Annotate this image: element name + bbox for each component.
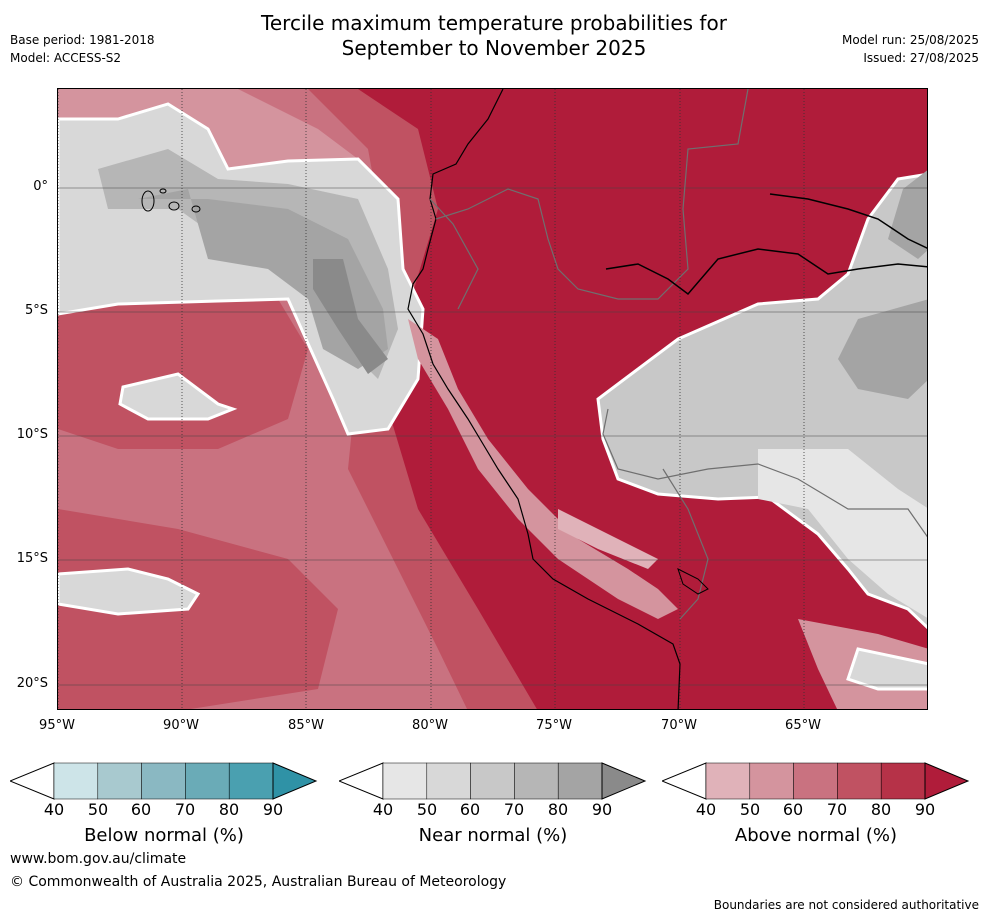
country-borders <box>429 89 927 620</box>
colorbar-cell-above-1 <box>749 762 794 800</box>
tick-below-70: 70 <box>174 800 196 819</box>
galapagos-islands <box>141 188 201 213</box>
lat-label-10s: 10°S <box>16 427 48 442</box>
above-50-coast <box>408 319 678 619</box>
near-90-west <box>313 259 388 374</box>
lon-label-95w: 95°W <box>39 718 75 733</box>
lon-label-70w: 70°W <box>661 718 697 733</box>
title-line-1: Tercile maximum temperature probabilitie… <box>261 11 727 35</box>
lat-label-5s: 5°S <box>24 303 48 318</box>
tick-below-40: 40 <box>43 800 65 819</box>
lon-label-65w: 65°W <box>785 718 821 733</box>
lon-label-80w: 80°W <box>412 718 448 733</box>
colorbar-cell-above-2 <box>793 762 838 800</box>
colorbar-cell-below-0 <box>53 762 99 800</box>
tick-above-60: 60 <box>782 800 804 819</box>
footer-copyright: © Commonwealth of Australia 2025, Austra… <box>10 874 507 890</box>
issued-date: Issued: 27/08/2025 <box>863 51 979 65</box>
colorbar-cell-below-2 <box>141 762 186 800</box>
colorbar-cell-near-0 <box>382 762 428 800</box>
colorbar-cell-above-3 <box>837 762 882 800</box>
colorbar-near <box>339 762 647 800</box>
colorbar-above <box>662 762 970 800</box>
colorbar-cell-near-1 <box>426 762 471 800</box>
colorbar-cell-near-4 <box>557 762 603 800</box>
near-normal-southeast <box>846 647 927 691</box>
lat-label-15s: 15°S <box>16 551 48 566</box>
base-period: Base period: 1981-2018 <box>10 33 155 47</box>
model-run: Model run: 25/08/2025 <box>841 33 979 47</box>
lake-titicaca <box>677 568 709 595</box>
meta-right: Model run: 25/08/2025 Issued: 27/08/2025 <box>842 31 979 67</box>
above-40-coast <box>558 509 658 569</box>
tick-above-50: 50 <box>739 800 761 819</box>
title-line-2: September to November 2025 <box>341 36 647 60</box>
model-name: Model: ACCESS-S2 <box>10 51 122 65</box>
lat-label-20s: 20°S <box>16 676 48 691</box>
lat-label-0: 0° <box>33 179 48 194</box>
coastline <box>407 89 681 709</box>
near-normal-south <box>58 567 201 616</box>
tick-below-60: 60 <box>130 800 152 819</box>
tick-above-80: 80 <box>870 800 892 819</box>
legend-label-near: Near normal (%) <box>418 825 568 846</box>
latitude-gridlines <box>58 187 927 686</box>
tick-above-40: 40 <box>695 800 717 819</box>
lon-label-85w: 85°W <box>288 718 324 733</box>
tick-near-80: 80 <box>547 800 569 819</box>
map-canvas <box>58 89 927 709</box>
tick-near-60: 60 <box>459 800 481 819</box>
tick-above-90: 90 <box>914 800 936 819</box>
tick-near-70: 70 <box>503 800 525 819</box>
lon-label-75w: 75°W <box>536 718 572 733</box>
footer-note: Boundaries are not considered authoritat… <box>713 898 979 912</box>
colorbar-cell-near-2 <box>470 762 515 800</box>
tick-near-50: 50 <box>416 800 438 819</box>
colorbar-cell-above-4 <box>880 762 926 800</box>
above-70-south <box>58 509 338 709</box>
footer-url: www.bom.gov.au/climate <box>10 851 187 867</box>
meta-left: Base period: 1981-2018 Model: ACCESS-S2 <box>10 31 155 67</box>
colorbar-tip-above <box>924 762 970 800</box>
tick-below-80: 80 <box>218 800 240 819</box>
tick-below-50: 50 <box>87 800 109 819</box>
near-70-west <box>98 149 398 379</box>
colorbar-below <box>10 762 318 800</box>
colorbar-cell-near-3 <box>514 762 559 800</box>
near-80-northeast <box>888 170 927 259</box>
amazon-river <box>605 193 927 296</box>
lon-label-90w: 90°W <box>163 718 199 733</box>
near-40-east <box>758 449 927 618</box>
legend-label-below: Below normal (%) <box>84 825 244 846</box>
colorbar-cell-below-4 <box>228 762 274 800</box>
near-normal-patch <box>118 372 238 421</box>
colorbar-tip-below <box>272 762 318 800</box>
colorbar-tip-near <box>601 762 647 800</box>
colorbar-cell-below-3 <box>185 762 230 800</box>
probability-map <box>57 88 928 710</box>
colorbar-cell-above-0 <box>705 762 751 800</box>
near-80-west <box>138 189 388 369</box>
tick-near-90: 90 <box>591 800 613 819</box>
tick-near-40: 40 <box>372 800 394 819</box>
near-80-east <box>838 299 927 399</box>
map-title: Tercile maximum temperature probabilitie… <box>0 11 988 61</box>
tick-below-90: 90 <box>262 800 284 819</box>
tick-above-70: 70 <box>826 800 848 819</box>
colorbar-cell-below-1 <box>97 762 142 800</box>
legend-label-above: Above normal (%) <box>734 825 898 846</box>
